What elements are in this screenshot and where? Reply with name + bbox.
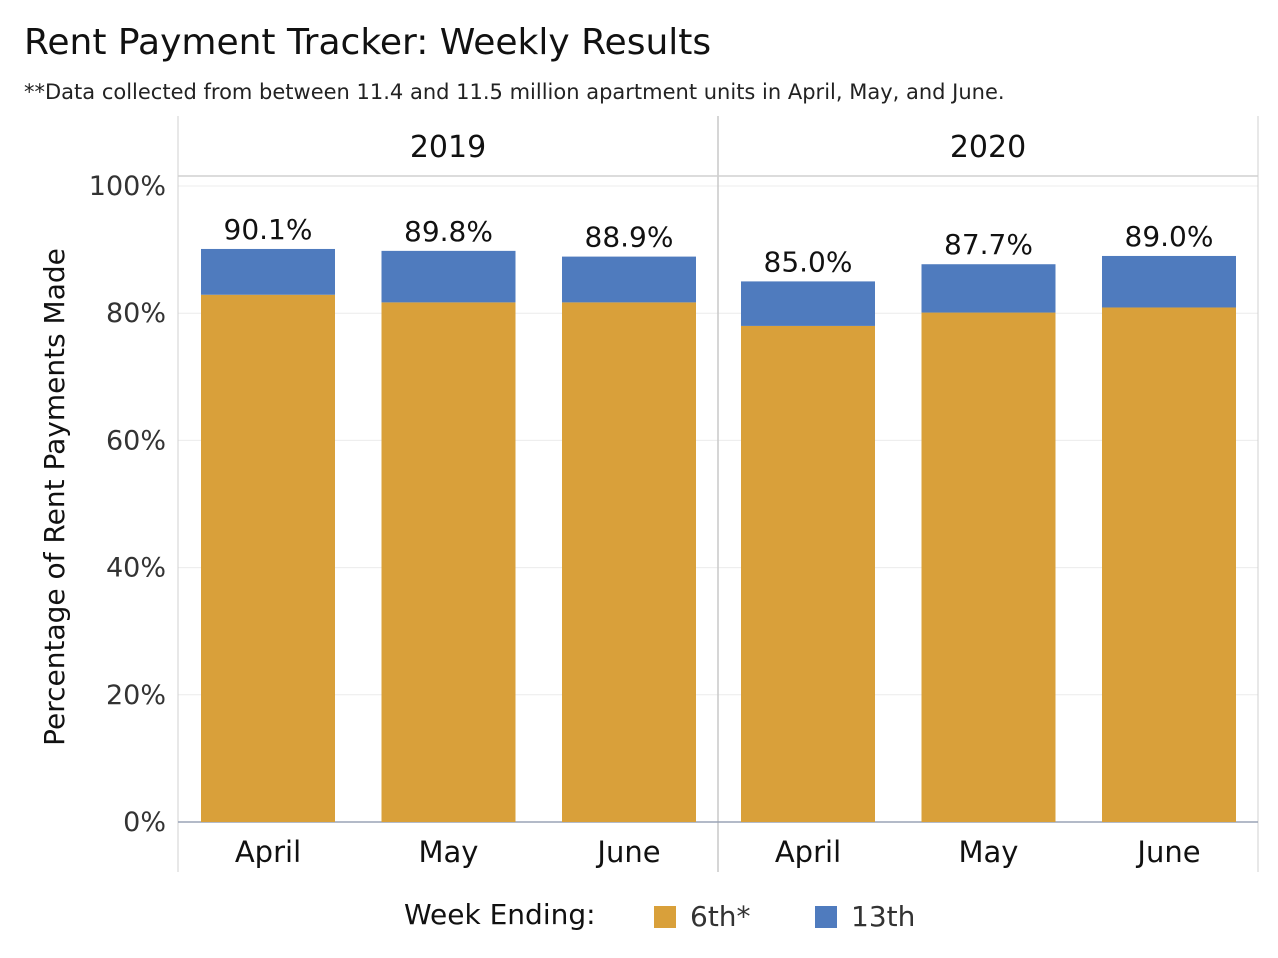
data-label: 87.7% (944, 228, 1033, 261)
legend-swatch-13th (815, 905, 837, 928)
bar-2019-june-6th (562, 302, 696, 822)
bar-2020-april-13th (741, 281, 875, 326)
bar-2020-june-13th (1102, 255, 1236, 308)
bar-2020-april-6th (741, 325, 875, 822)
bar-2019-may-6th (381, 302, 516, 822)
y-axis-label: Percentage of Rent Payments Made (38, 248, 71, 746)
y-tick-label: 60% (106, 425, 166, 456)
data-label: 85.0% (764, 245, 853, 278)
x-tick-label: June (1135, 835, 1200, 869)
y-tick-label: 0% (123, 807, 166, 838)
y-tick-label: 80% (106, 298, 166, 329)
legend-label-13th: 13th (851, 900, 916, 933)
data-label: 90.1% (224, 213, 313, 246)
bar-2020-may-6th (921, 312, 1056, 822)
bar-2020-june-6th (1102, 307, 1236, 822)
panel-header-2019: 2019 (410, 130, 486, 165)
data-label: 89.0% (1125, 220, 1214, 253)
bar-2019-april-13th (201, 248, 335, 295)
chart-title: Rent Payment Tracker: Weekly Results (24, 22, 712, 63)
y-tick-label: 20% (106, 680, 166, 711)
data-label: 88.9% (585, 221, 674, 254)
x-tick-label: April (775, 835, 841, 869)
legend-label-6th: 6th* (690, 900, 751, 933)
x-tick-label: May (419, 835, 479, 869)
legend-title: Week Ending: (404, 898, 596, 931)
bar-2019-april-6th (201, 294, 335, 823)
legend-item-6th[interactable]: 6th* (654, 900, 751, 933)
y-tick-label: 100% (89, 171, 166, 202)
x-tick-label: June (595, 835, 660, 869)
x-tick-label: May (959, 835, 1019, 869)
bar-2019-may-13th (381, 250, 516, 303)
y-tick-label: 40% (106, 553, 166, 584)
legend-item-13th[interactable]: 13th (815, 900, 915, 933)
data-label: 89.8% (404, 215, 493, 248)
bar-2020-may-13th (921, 264, 1056, 313)
legend-swatch-6th (654, 905, 676, 928)
x-tick-label: April (235, 835, 301, 869)
panel-header-2020: 2020 (950, 130, 1026, 165)
bar-2019-june-13th (562, 256, 696, 303)
chart-subtitle: **Data collected from between 11.4 and 1… (24, 80, 1005, 104)
